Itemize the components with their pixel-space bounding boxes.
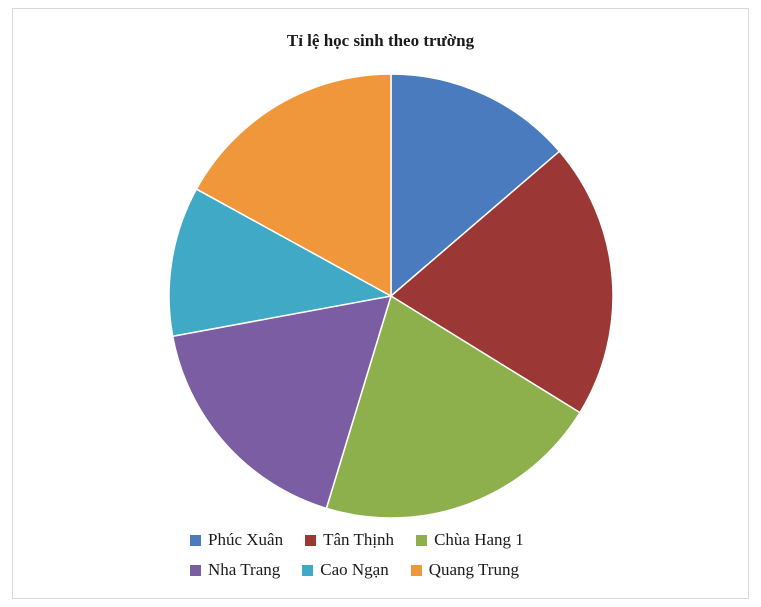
legend-swatch-chua-hang-1 bbox=[416, 534, 428, 546]
pie-slice-chua-hang-1 bbox=[325, 294, 581, 519]
legend-swatch-nha-trang bbox=[190, 564, 201, 576]
legend-item-nha-trang: Nha Trang bbox=[190, 560, 280, 580]
legend-item-quang-trung: Quang Trung bbox=[410, 560, 519, 580]
chart-title: Tỉ lệ học sinh theo trường bbox=[286, 31, 475, 50]
legend-swatch-cao-ngan bbox=[302, 564, 314, 576]
legend-label-tan-thinh: Tân Thịnh bbox=[323, 530, 395, 549]
legend-row-1: Phúc Xuân Tân Thịnh Chùa Hang 1 bbox=[190, 530, 546, 550]
pie-slice-phuc-xuan bbox=[390, 73, 561, 298]
legend-item-tan-thinh: Tân Thịnh bbox=[305, 530, 394, 550]
legend-swatch-quang-trung bbox=[410, 564, 422, 576]
legend-swatch-tan-thinh bbox=[305, 534, 317, 546]
pie-slice-nha-trang bbox=[171, 295, 393, 510]
pie-slice-quang-trung bbox=[195, 73, 392, 298]
legend-label-quang-trung: Quang Trung bbox=[428, 560, 519, 579]
pie-slice-tan-thinh bbox=[389, 150, 614, 414]
legend-item-phuc-xuan: Phúc Xuân bbox=[190, 530, 283, 550]
legend-row-2: Nha Trang Cao Ngạn Quang Trung bbox=[190, 560, 541, 580]
legend-label-nha-trang: Nha Trang bbox=[208, 560, 281, 579]
legend-label-phuc-xuan: Phúc Xuân bbox=[208, 530, 284, 549]
legend-item-cao-ngan: Cao Ngạn bbox=[302, 560, 389, 580]
legend-swatch-phuc-xuan bbox=[190, 534, 201, 546]
legend-item-chua-hang-1: Chùa Hang 1 bbox=[416, 530, 524, 550]
legend-label-chua-hang-1: Chùa Hang 1 bbox=[434, 530, 524, 549]
legend-label-cao-ngan: Cao Ngạn bbox=[320, 560, 389, 579]
pie-slice-cao-ngan bbox=[168, 188, 394, 338]
